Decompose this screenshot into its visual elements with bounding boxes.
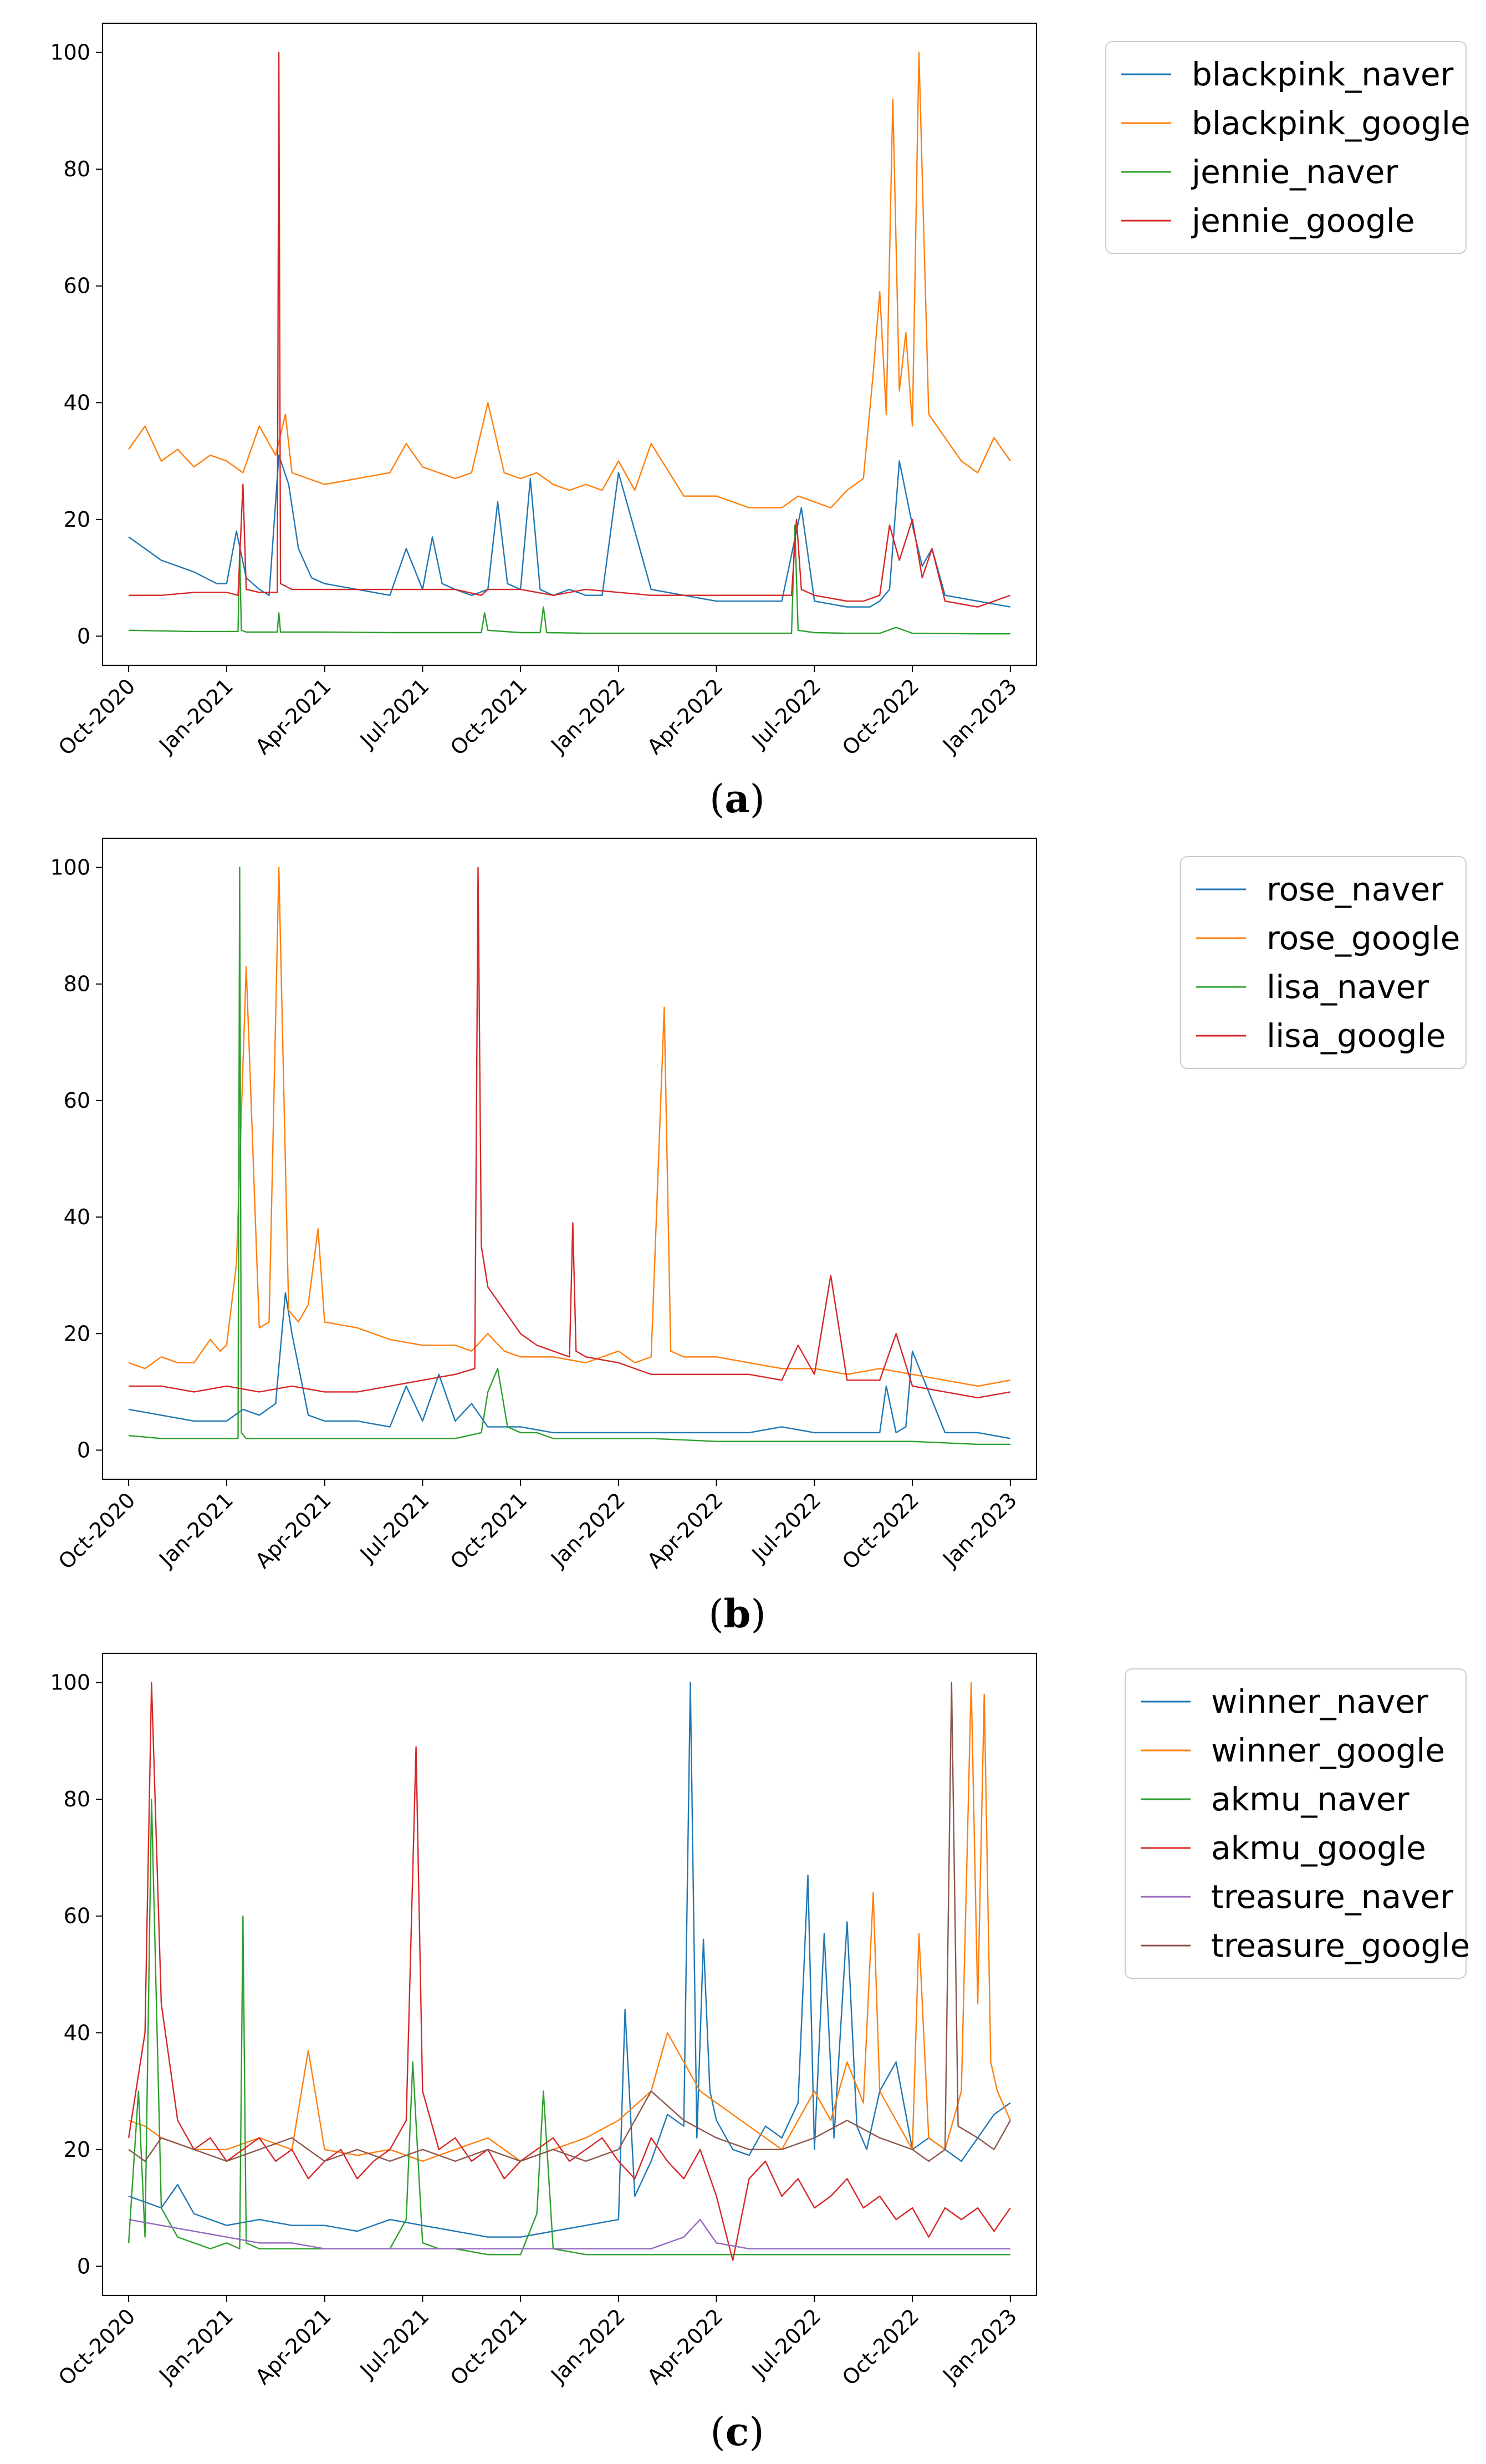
series-line-jennie_google (129, 52, 1011, 608)
series-line-jennie_naver (129, 525, 1010, 635)
y-tick-label: 0 (77, 624, 90, 648)
legend-label: blackpink_naver (1192, 55, 1454, 93)
legend-label: lisa_naver (1267, 968, 1429, 1006)
legend-label: winner_naver (1211, 1683, 1428, 1720)
y-tick-label: 80 (64, 157, 90, 181)
series-line-lisa_naver (128, 867, 1010, 1445)
y-tick-label: 0 (77, 2254, 90, 2278)
y-axis-a: 0 20 40 60 80 100 (50, 40, 103, 648)
y-tick-label: 40 (64, 2020, 90, 2045)
panel-label-c: (c) (710, 2409, 764, 2455)
legend-label: rose_naver (1267, 870, 1443, 908)
series-line-winner_google (128, 1682, 1011, 2162)
series-line-treasure_naver (128, 2218, 1010, 2250)
axes-frame-b (101, 837, 1038, 1480)
legend-box (1125, 1668, 1467, 1979)
y-tick-label: 40 (64, 390, 90, 415)
series-line-winner_naver (128, 1682, 1011, 2238)
y-tick-label: 80 (64, 972, 90, 996)
legend-label: rose_google (1267, 919, 1460, 957)
axes-frame-c (101, 1652, 1038, 2297)
legend-label: akmu_naver (1211, 1780, 1410, 1818)
y-tick-label: 60 (64, 1088, 90, 1113)
legend-a: blackpink_naver blackpink_google jennie_na… (1105, 41, 1470, 254)
y-tick-label: 60 (64, 1904, 90, 1928)
series-line-treasure_google (128, 1682, 1011, 2162)
legend-b: rose_naver rose_google lisa_naver lisa_goog… (1180, 856, 1467, 1069)
legend-label: jennie_google (1191, 202, 1415, 240)
panel-label-a: (a) (709, 776, 765, 822)
y-tick-label: 40 (64, 1205, 90, 1229)
series-line-blackpink_google (128, 52, 1011, 508)
plot-lines-b (128, 867, 1011, 1445)
series-line-blackpink_naver (128, 454, 1011, 608)
y-tick-label: 0 (77, 1438, 90, 1462)
series-line-akmu_google (127, 1682, 1011, 2262)
series-line-lisa_google (129, 867, 1011, 1399)
legend-label: treasure_naver (1211, 1878, 1453, 1916)
legend-c: winner_naver winner_google akmu_naver akmu_… (1125, 1668, 1470, 1979)
panel-label-b: (b) (708, 1591, 766, 1637)
legend-label: jennie_naver (1191, 153, 1398, 191)
y-tick-label: 20 (64, 2137, 90, 2162)
y-tick-label: 60 (64, 274, 90, 298)
series-line-rose_naver (128, 1292, 1011, 1439)
y-tick-label: 20 (64, 1321, 90, 1346)
y-axis-c: 0 20 40 60 80 100 (50, 1671, 103, 2278)
legend-label: treasure_google (1211, 1927, 1470, 1964)
legend-box (1180, 856, 1467, 1069)
y-tick-label: 20 (64, 507, 90, 532)
y-tick-label: 80 (64, 1787, 90, 1811)
legend-label: lisa_google (1267, 1017, 1446, 1055)
legend-label: blackpink_google (1192, 104, 1470, 142)
legend-box (1105, 41, 1467, 254)
y-tick-label: 100 (50, 40, 90, 65)
plot-lines-c (127, 1682, 1011, 2262)
plot-lines-a (128, 52, 1011, 635)
legend-label: akmu_google (1211, 1829, 1426, 1867)
y-tick-label: 100 (50, 1671, 90, 1695)
axes-frame-a (101, 22, 1038, 666)
y-axis-b: 0 20 40 60 80 100 (50, 856, 103, 1462)
y-tick-label: 100 (50, 856, 90, 880)
legend-label: winner_google (1211, 1732, 1445, 1769)
series-line-rose_google (128, 867, 1011, 1387)
